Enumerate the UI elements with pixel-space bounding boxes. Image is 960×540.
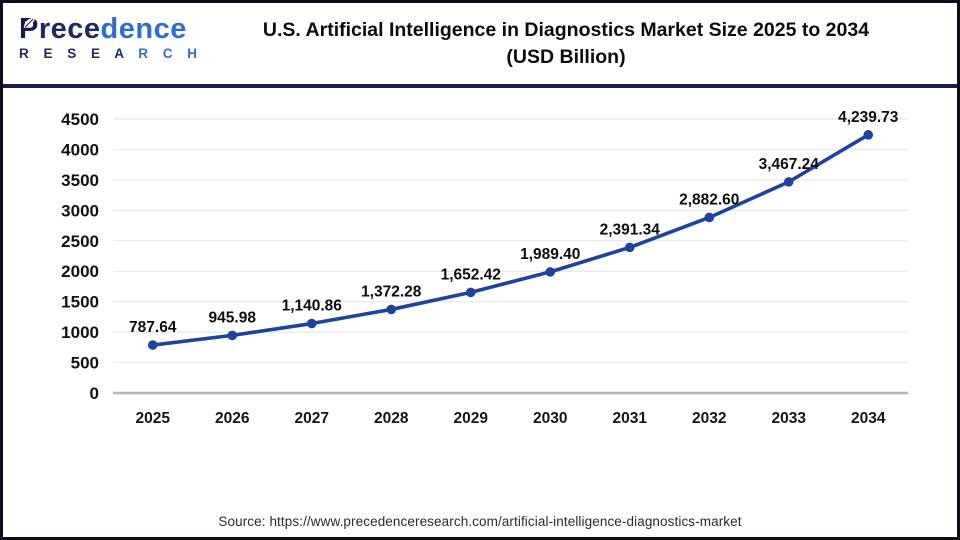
brand-subtitle-part1: R E S E A [19, 46, 139, 61]
brand-subtitle-part2: R C H [138, 46, 203, 61]
x-axis-tick-label: 2027 [295, 410, 329, 427]
data-point-label: 4,239.73 [838, 109, 899, 126]
data-point-marker [863, 130, 874, 140]
x-axis-tick-label: 2034 [851, 410, 886, 427]
data-point-marker [783, 177, 794, 187]
data-point-label: 1,140.86 [282, 298, 343, 315]
y-axis-tick-label: 2000 [61, 262, 99, 281]
source-text: Source: https://www.precedenceresearch.c… [218, 514, 742, 529]
page-title: U.S. Artificial Intelligence in Diagnost… [215, 3, 917, 84]
y-axis-tick-label: 3000 [61, 201, 99, 220]
brand-name-part1: rece [38, 13, 101, 45]
header-divider [3, 84, 957, 88]
y-axis-tick-label: 1500 [61, 293, 99, 312]
x-axis-tick-label: 2026 [215, 410, 250, 427]
y-axis-tick-label: 1000 [61, 323, 99, 342]
leaf-p-icon: P [19, 13, 39, 45]
x-axis-tick-label: 2031 [613, 410, 648, 427]
title-line-1: U.S. Artificial Intelligence in Diagnost… [262, 18, 870, 41]
y-axis-tick-label: 500 [71, 354, 99, 373]
data-point-marker [386, 304, 397, 315]
x-axis-tick-label: 2033 [772, 410, 807, 427]
data-point-marker [306, 318, 317, 329]
data-point-label: 945.98 [209, 309, 257, 326]
x-axis-tick-label: 2028 [374, 410, 409, 427]
y-axis-tick-label: 0 [90, 384, 99, 403]
line-chart: 0 500 1000 1500 2000 2500 3000 3500 4000 4500 2025… [61, 109, 908, 427]
data-point-marker [147, 340, 158, 350]
data-point-label: 1,372.28 [361, 283, 422, 300]
y-axis-tick-label: 3500 [61, 171, 99, 190]
data-point-label: 2,882.60 [679, 191, 739, 208]
x-axis-tick-label: 2029 [454, 410, 489, 427]
footer: Source: https://www.precedenceresearch.c… [3, 514, 957, 529]
title-line-2: (USD Billion) [506, 45, 626, 68]
brand-subtitle: R E S E A R C H [19, 46, 209, 61]
data-point-marker [545, 267, 556, 277]
data-point-marker [704, 212, 715, 223]
series-line [150, 133, 871, 347]
data-point-label: 787.64 [129, 319, 177, 336]
data-point-marker [624, 242, 635, 253]
x-axis-tick-label: 2030 [533, 410, 567, 427]
data-point-label: 1,989.40 [520, 246, 580, 263]
x-axis-tick-label: 2032 [692, 410, 726, 427]
data-point-label: 3,467.24 [759, 156, 820, 173]
data-point-marker [465, 287, 476, 298]
y-axis-tick-label: 4500 [61, 110, 99, 129]
data-point-label: 1,652.42 [441, 266, 501, 283]
leaf-glyph [23, 17, 36, 28]
chart-area: 0 500 1000 1500 2000 2500 3000 3500 4000 4500 2025… [3, 91, 957, 463]
y-axis-tick-label: 2500 [61, 232, 99, 251]
y-axis-tick-label: 4000 [61, 140, 99, 159]
data-point-marker [227, 330, 238, 341]
x-axis-tick-label: 2025 [136, 410, 171, 427]
data-point-label: 2,391.34 [600, 221, 661, 238]
brand-name-part2: dence [100, 13, 187, 45]
